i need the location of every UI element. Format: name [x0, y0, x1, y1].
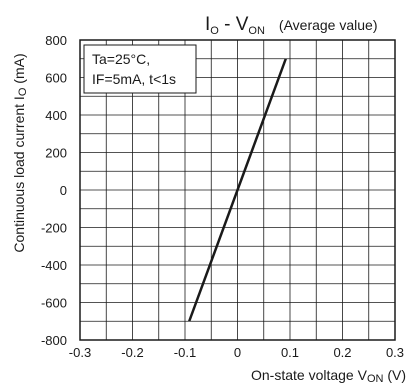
- y-tick-label: -200: [41, 221, 67, 236]
- x-tick-label: 0.3: [386, 345, 404, 360]
- chart-title: IO - VON (Average value): [205, 14, 377, 37]
- y-tick-label: 400: [45, 108, 67, 123]
- tick-labels: -0.3 -0.2 -0.1 0 0.1 0.2 0.3 800 600 400 200 0 -200 -…: [41, 33, 404, 360]
- y-axis-label: Continuous load current IO (mA): [11, 53, 29, 252]
- y-tick-label: 200: [45, 146, 67, 161]
- y-tick-label: -400: [41, 258, 67, 273]
- x-tick-label: 0.2: [333, 345, 351, 360]
- x-tick-label: -0.3: [69, 345, 91, 360]
- plot-frame: [79, 39, 396, 341]
- grid: [80, 40, 395, 340]
- y-tick-label: 600: [45, 71, 67, 86]
- condition-line-2: IF=5mA, t<1s: [92, 71, 176, 87]
- y-tick-label: -800: [41, 333, 67, 348]
- series: [188, 58, 287, 322]
- x-tick-label: -0.2: [121, 345, 143, 360]
- condition-line-1: Ta=25°C,: [92, 51, 150, 67]
- x-tick-label: -0.1: [174, 345, 196, 360]
- conditions-box: Ta=25°C, IF=5mA, t<1s: [83, 44, 197, 94]
- y-tick-label: -600: [41, 296, 67, 311]
- series-line: [188, 58, 287, 322]
- x-axis-label: On-state voltage VON (V): [251, 367, 406, 385]
- y-tick-label: 0: [60, 183, 67, 198]
- x-tick-label: 0.1: [281, 345, 299, 360]
- x-tick-label: 0: [234, 345, 241, 360]
- y-tick-label: 800: [45, 33, 67, 48]
